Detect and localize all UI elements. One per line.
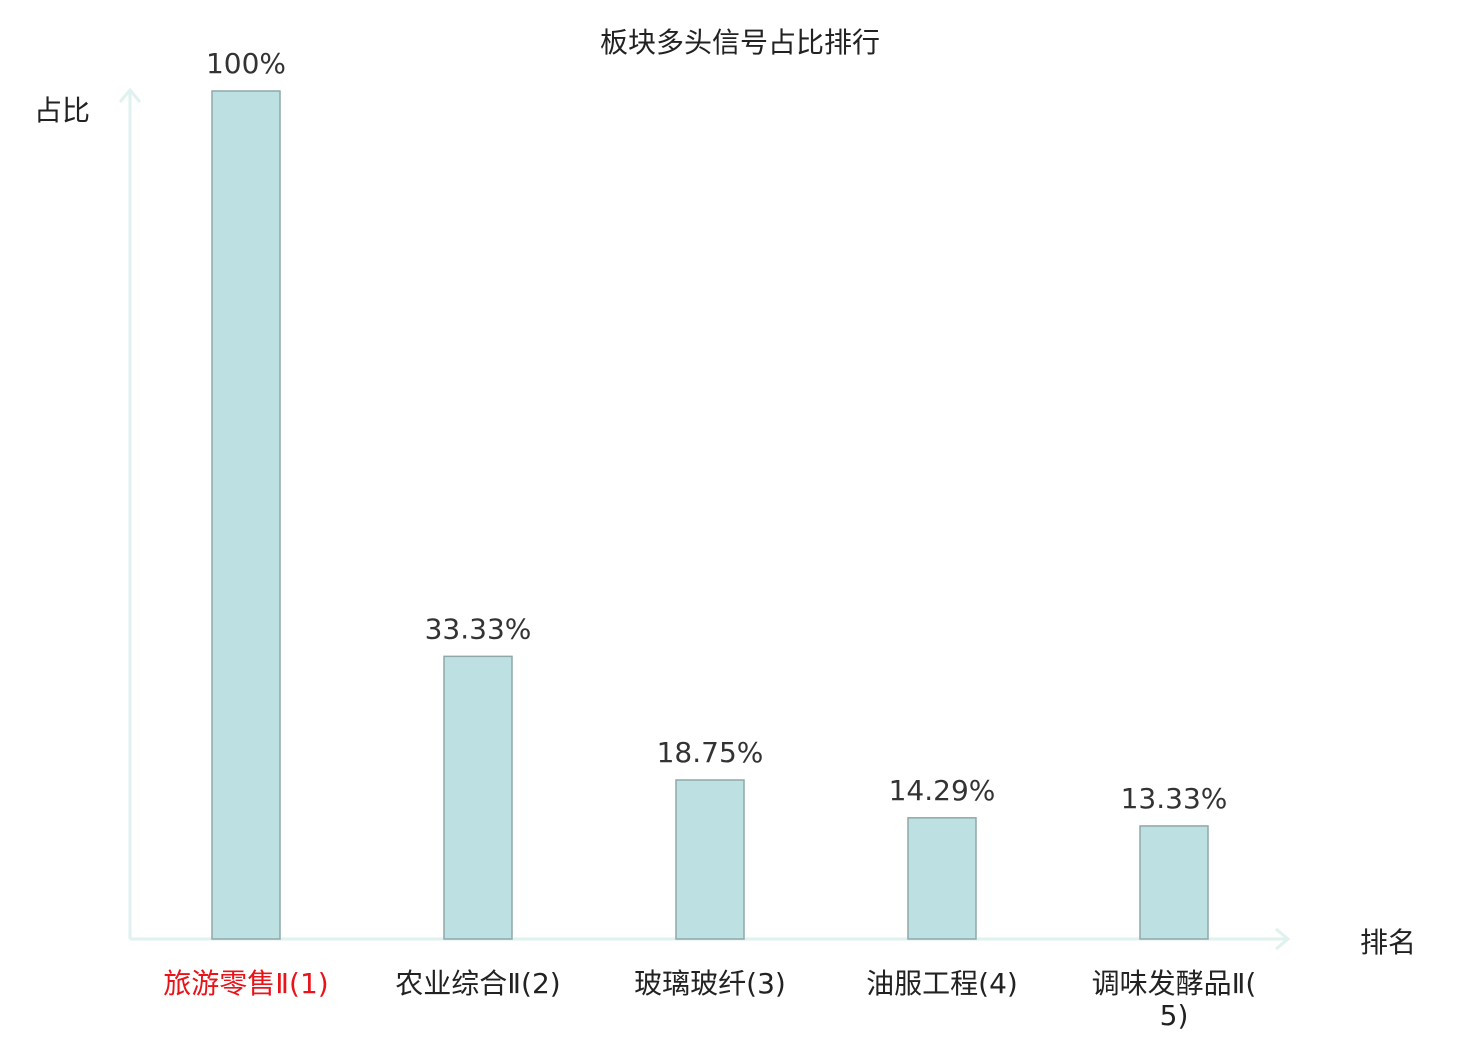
y-axis-label: 占比 xyxy=(34,94,90,127)
x-tick-label: 旅游零售Ⅱ(1) xyxy=(163,967,328,1000)
value-label: 100% xyxy=(206,47,286,80)
x-tick-label: 农业综合Ⅱ(2) xyxy=(395,967,560,1000)
x-tick-label-line: 调味发酵品Ⅱ( xyxy=(1092,967,1257,1000)
value-label: 14.29% xyxy=(889,774,996,807)
value-label: 18.75% xyxy=(657,736,764,769)
x-tick-label: 玻璃玻纤(3) xyxy=(634,967,786,1000)
chart-title: 板块多头信号占比排行 xyxy=(600,26,880,59)
bar xyxy=(675,779,745,940)
x-axis-arrow xyxy=(1275,927,1291,951)
bar xyxy=(211,90,281,940)
x-tick-label-line: 玻璃玻纤(3) xyxy=(634,967,786,1000)
y-axis-arrow xyxy=(118,87,142,103)
x-tick-label-line: 5) xyxy=(1160,999,1189,1032)
bar xyxy=(1139,825,1209,940)
x-tick-label: 调味发酵品Ⅱ(5) xyxy=(1092,967,1257,1032)
x-tick-label-line: 旅游零售Ⅱ(1) xyxy=(163,967,328,1000)
value-label: 13.33% xyxy=(1121,782,1228,815)
x-axis-label: 排名 xyxy=(1360,926,1416,959)
x-tick-label-line: 油服工程(4) xyxy=(866,967,1018,1000)
bar xyxy=(443,655,513,940)
x-tick-label: 油服工程(4) xyxy=(866,967,1018,1000)
value-label: 33.33% xyxy=(425,612,532,645)
x-tick-label-line: 农业综合Ⅱ(2) xyxy=(395,967,560,1000)
bar xyxy=(907,817,977,940)
